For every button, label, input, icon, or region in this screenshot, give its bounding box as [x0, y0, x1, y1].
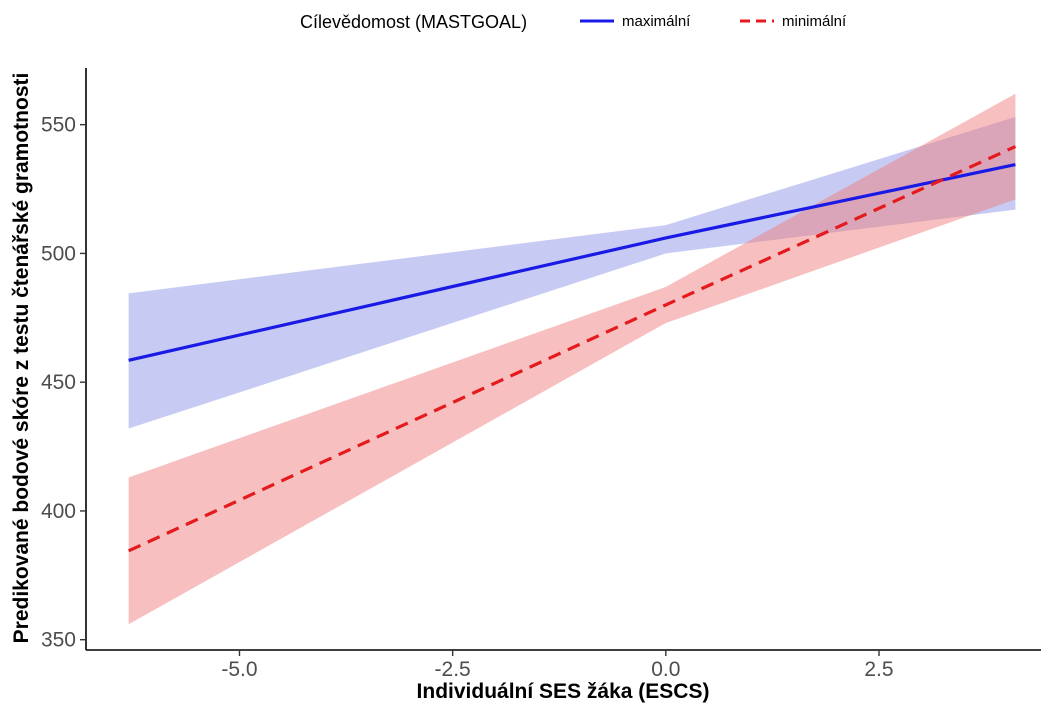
y-tick-label: 400: [41, 500, 76, 523]
y-tick-label: 500: [41, 242, 76, 265]
legend-title: Cílevědomost (MASTGOAL): [300, 12, 527, 32]
series-line-1: [128, 163, 1016, 362]
legend: Cílevědomost (MASTGOAL) maximální minimál…: [300, 12, 847, 32]
confidence-band-1: [128, 116, 1016, 429]
y-axis-title: Predikované bodové skóre z testu čtenářs…: [10, 73, 33, 644]
series-line-2: [127, 145, 1017, 553]
axis-ticks: 350 400 450 500 550 -5.0 -2.5 0.0 2.5: [41, 114, 894, 681]
x-tick-label: -2.5: [435, 658, 471, 681]
confidence-bands: [128, 93, 1016, 625]
x-tick-label: 2.5: [864, 658, 893, 681]
series-lines: [127, 145, 1017, 553]
legend-keys: maximální minimální: [580, 13, 847, 30]
y-tick-label: 550: [41, 114, 76, 137]
legend-key-label-1: maximální: [622, 13, 691, 30]
confidence-band-2: [128, 93, 1016, 625]
y-tick-label: 350: [41, 629, 76, 652]
legend-key-label-2: minimální: [782, 13, 847, 30]
x-tick-label: 0.0: [651, 658, 680, 681]
y-tick-label: 450: [41, 371, 76, 394]
x-tick-label: -5.0: [221, 658, 257, 681]
x-axis-title: Individuální SES žáka (ESCS): [417, 680, 710, 703]
